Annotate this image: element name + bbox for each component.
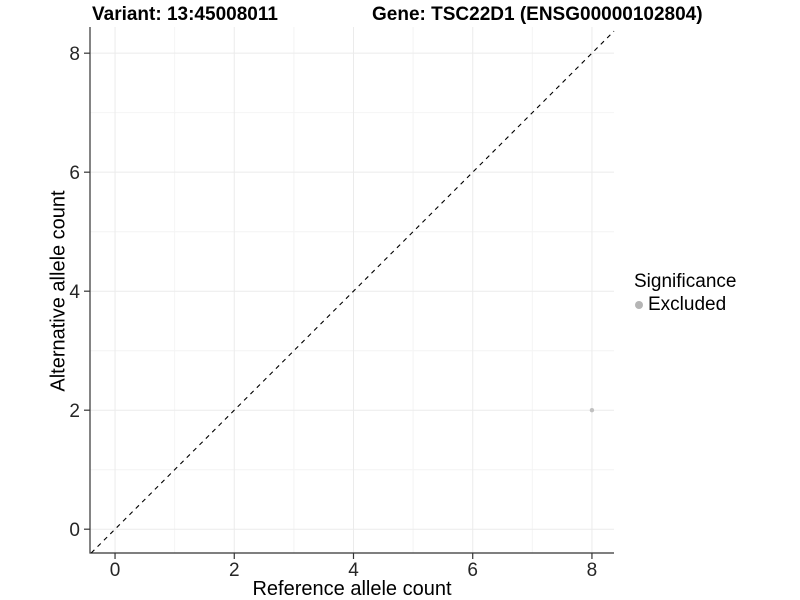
plot-title-variant: Variant: 13:45008011 [92,4,278,25]
x-tick-label: 2 [229,560,240,581]
legend-item-label: Excluded [648,294,727,315]
plot-title-gene: Gene: TSC22D1 (ENSG00000102804) [372,4,703,25]
y-tick-label: 4 [69,282,80,303]
identity-dashed-line [90,30,615,554]
legend-title: Significance [634,271,737,292]
legend: Significance Excluded [634,271,736,315]
x-tick-label: 8 [587,560,598,581]
x-axis-title: Reference allele count [252,578,452,600]
y-tick-label: 0 [69,520,80,541]
x-tick-label: 6 [467,560,478,581]
y-axis-title: Alternative allele count [47,190,70,392]
x-tick-label: 0 [110,560,121,581]
legend-key-dot-icon [635,300,643,309]
y-tick-label: 6 [69,163,80,184]
y-tick-label: 2 [69,401,80,422]
y-tick-label: 8 [69,44,80,65]
x-tick-label: 4 [348,560,359,581]
data-point [589,407,595,413]
legend-item-excluded: Excluded [634,294,736,315]
